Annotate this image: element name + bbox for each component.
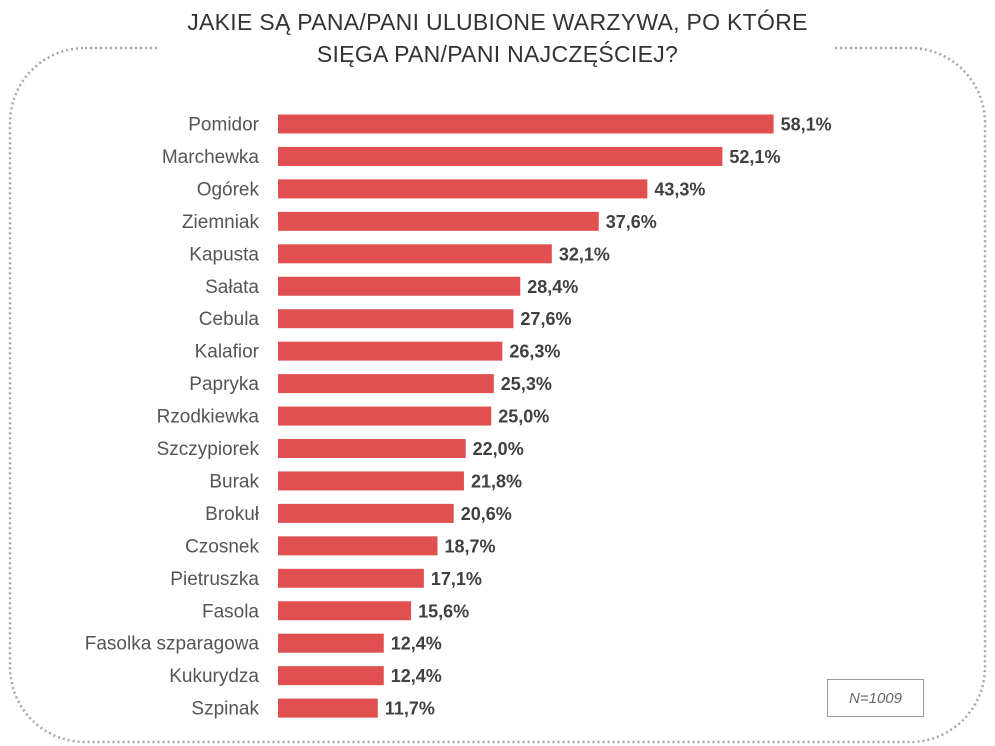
category-label: Ziemniak bbox=[182, 212, 260, 233]
value-label: 52,1% bbox=[729, 147, 780, 167]
value-label: 17,1% bbox=[431, 569, 482, 589]
bar bbox=[278, 114, 774, 134]
value-label: 11,7% bbox=[385, 699, 435, 719]
category-label: Kukurydza bbox=[169, 666, 259, 687]
category-label: Cebula bbox=[199, 309, 260, 330]
category-label: Fasolka szparagowa bbox=[85, 634, 260, 655]
bar bbox=[278, 568, 424, 588]
category-label: Burak bbox=[209, 471, 259, 492]
bar bbox=[278, 601, 412, 621]
bar bbox=[278, 374, 494, 394]
category-label: Brokuł bbox=[205, 504, 260, 525]
category-label: Rzodkiewka bbox=[157, 407, 260, 428]
value-label: 28,4% bbox=[527, 277, 578, 297]
category-label: Kalafior bbox=[195, 342, 260, 363]
category-label: Ogórek bbox=[197, 179, 260, 200]
bar bbox=[278, 341, 503, 361]
bar bbox=[278, 309, 514, 329]
category-label: Pomidor bbox=[188, 115, 259, 136]
category-label: Szpinak bbox=[191, 699, 259, 720]
category-label: Kapusta bbox=[189, 244, 259, 265]
category-label: Sałata bbox=[205, 277, 259, 298]
chart-title: JAKIE SĄ PANA/PANI ULUBIONE WARZYWA, PO … bbox=[160, 6, 835, 70]
bar bbox=[278, 244, 552, 264]
value-label: 15,6% bbox=[418, 601, 469, 621]
category-label: Pietruszka bbox=[170, 569, 259, 590]
category-label: Czosnek bbox=[185, 536, 259, 557]
value-label: 25,0% bbox=[498, 407, 549, 427]
bar bbox=[278, 179, 648, 199]
value-label: 58,1% bbox=[781, 115, 832, 135]
value-label: 21,8% bbox=[471, 471, 522, 491]
category-label: Marchewka bbox=[162, 147, 260, 168]
bar bbox=[278, 439, 466, 458]
bar bbox=[278, 698, 378, 718]
bar bbox=[278, 276, 521, 296]
category-label: Szczypiorek bbox=[157, 439, 260, 460]
bar bbox=[278, 666, 384, 686]
value-label: 32,1% bbox=[559, 244, 610, 264]
value-label: 27,6% bbox=[520, 309, 571, 329]
value-label: 12,4% bbox=[391, 666, 442, 686]
bar bbox=[278, 503, 454, 523]
bar bbox=[278, 211, 599, 231]
value-label: 12,4% bbox=[391, 634, 442, 654]
value-label: 26,3% bbox=[509, 342, 560, 362]
bar bbox=[278, 146, 723, 166]
value-label: 37,6% bbox=[606, 212, 657, 232]
sample-size-note: N=1009 bbox=[827, 679, 924, 717]
bar bbox=[278, 633, 384, 653]
value-label: 25,3% bbox=[501, 374, 552, 394]
value-label: 43,3% bbox=[654, 179, 705, 199]
value-label: 22,0% bbox=[473, 439, 524, 459]
bar bbox=[278, 471, 464, 491]
category-label: Papryka bbox=[189, 374, 259, 395]
value-label: 20,6% bbox=[461, 504, 512, 524]
category-label: Fasola bbox=[202, 601, 259, 622]
bar bbox=[278, 536, 438, 556]
value-label: 18,7% bbox=[445, 536, 496, 556]
bar bbox=[278, 406, 492, 426]
